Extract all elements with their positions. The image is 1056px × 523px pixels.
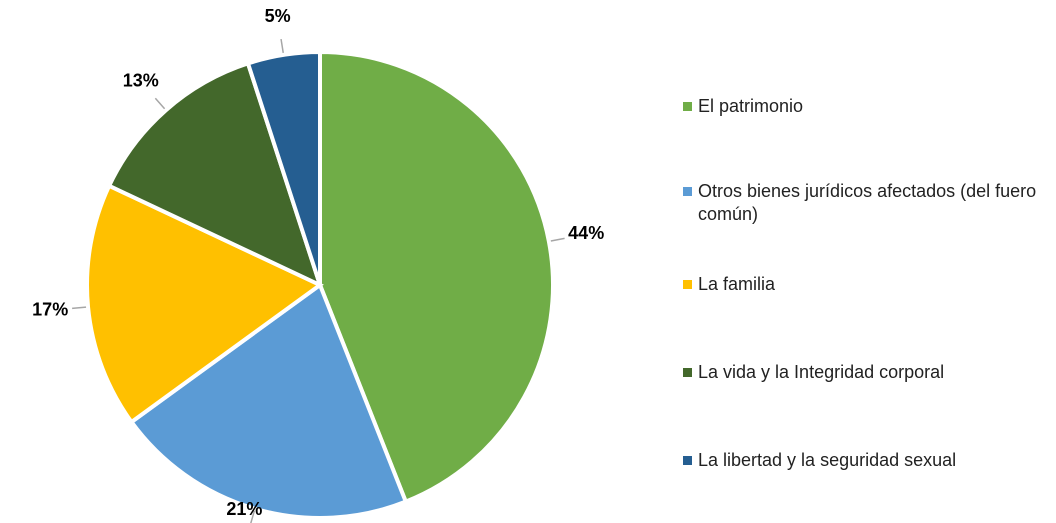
legend-label: El patrimonio [698,96,804,116]
pie-slice [85,183,324,425]
leader-line [250,510,256,523]
legend-label: La vida y la Integridad corporal [698,362,945,382]
legend-swatch [683,368,692,377]
pie-slice [318,49,555,505]
data-label: 17% [32,299,68,319]
legend-item: La familia [683,273,1043,296]
legend-item: La vida y la Integridad corporal [683,361,1043,384]
legend-label: La familia [698,274,776,294]
legend-item: El patrimonio [683,95,1043,118]
legend-item: Otros bienes jurídicos afectados (del fu… [683,180,1043,226]
legend-item: La libertad y la seguridad sexual [683,449,1043,472]
leader-line [72,306,87,310]
legend-swatch [683,187,692,196]
data-label: 21% [226,499,262,519]
legend-swatch [683,456,692,465]
data-label: 13% [123,70,159,90]
legend-swatch [683,102,692,111]
pie-area: 44% 21% 17% 13% 5% [32,6,604,523]
data-label: 44% [568,223,604,243]
legend-label: La libertad y la seguridad sexual [698,450,957,470]
leader-line [550,237,565,242]
pie-slice [106,60,324,289]
legend-label: Otros bienes jurídicos afectados (del fu… [698,181,1037,224]
data-label: 5% [265,6,291,26]
pie-slice [128,281,409,520]
pie-slice [245,49,322,286]
legend-swatch [683,280,692,289]
leader-line [280,38,284,54]
leader-line [154,97,166,110]
